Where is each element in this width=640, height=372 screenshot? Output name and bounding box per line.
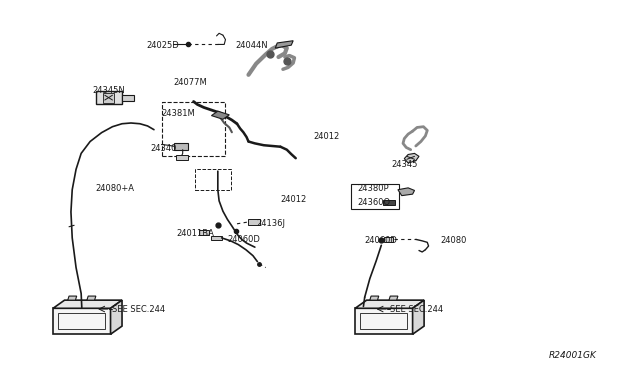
Bar bbox=[351, 184, 399, 209]
Text: R24001GK: R24001GK bbox=[548, 351, 596, 360]
Polygon shape bbox=[68, 296, 77, 300]
Text: 24345N: 24345N bbox=[92, 86, 125, 95]
Bar bbox=[195, 169, 231, 190]
Polygon shape bbox=[370, 296, 379, 300]
Bar bbox=[355, 308, 413, 334]
Text: 24025D: 24025D bbox=[147, 41, 179, 50]
Text: 24012: 24012 bbox=[314, 132, 340, 141]
Text: 24080: 24080 bbox=[440, 236, 467, 246]
Text: 24340: 24340 bbox=[151, 144, 177, 153]
Bar bbox=[122, 95, 134, 101]
Polygon shape bbox=[355, 300, 424, 308]
Polygon shape bbox=[389, 296, 398, 300]
Polygon shape bbox=[211, 111, 229, 119]
Polygon shape bbox=[404, 153, 419, 163]
Text: SEE SEC.244: SEE SEC.244 bbox=[390, 305, 444, 314]
Bar bbox=[176, 155, 188, 160]
Polygon shape bbox=[275, 41, 293, 48]
Bar bbox=[97, 92, 122, 105]
Bar bbox=[198, 231, 209, 235]
Text: 24077M: 24077M bbox=[173, 78, 207, 87]
Bar bbox=[174, 143, 188, 150]
Bar bbox=[383, 200, 396, 205]
Bar bbox=[103, 93, 115, 103]
Bar bbox=[360, 313, 408, 329]
Text: 24080+A: 24080+A bbox=[95, 184, 134, 193]
Text: 24012: 24012 bbox=[280, 195, 307, 204]
Bar bbox=[162, 102, 225, 156]
Text: 24060D: 24060D bbox=[365, 236, 397, 246]
Bar bbox=[211, 235, 221, 240]
Text: 24380P: 24380P bbox=[357, 184, 388, 193]
Text: 24011BA: 24011BA bbox=[176, 229, 214, 238]
Text: 24345: 24345 bbox=[392, 160, 418, 169]
Polygon shape bbox=[111, 300, 122, 334]
Polygon shape bbox=[87, 296, 96, 300]
Text: 24360Q: 24360Q bbox=[357, 198, 390, 207]
Polygon shape bbox=[413, 300, 424, 334]
Text: SEE SEC.244: SEE SEC.244 bbox=[113, 305, 166, 314]
Polygon shape bbox=[53, 300, 122, 308]
Bar bbox=[248, 219, 260, 225]
Text: 24136J: 24136J bbox=[256, 219, 285, 228]
Text: 24381M: 24381M bbox=[162, 109, 195, 118]
Bar bbox=[58, 313, 106, 329]
Polygon shape bbox=[398, 188, 415, 196]
Text: 24060D: 24060D bbox=[227, 235, 260, 244]
Text: 24044N: 24044N bbox=[236, 41, 268, 50]
Bar bbox=[53, 308, 111, 334]
Bar bbox=[384, 237, 394, 241]
